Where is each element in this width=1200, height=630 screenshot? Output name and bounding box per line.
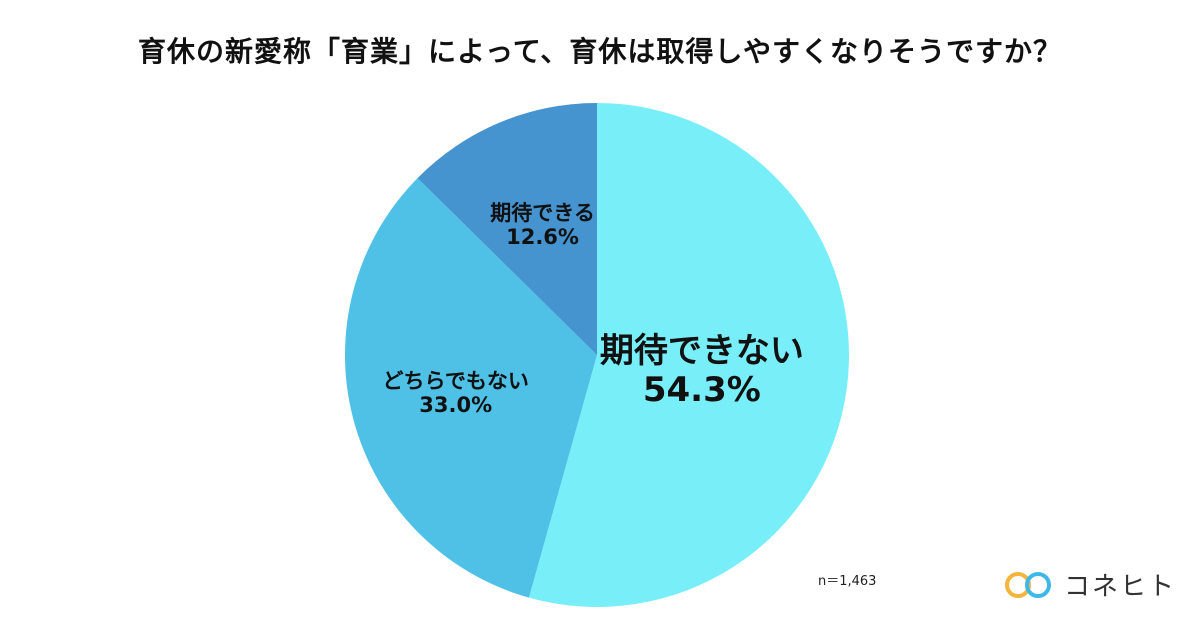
brand-logo: コネヒト (1002, 566, 1176, 603)
pie-slice (417, 103, 597, 355)
slice-value-label: 54.3% (643, 370, 761, 410)
chart-title: 育休の新愛称「育業」によって、育休は取得しやすくなりそうですか？ (137, 35, 1063, 68)
slice-label: どちらでもない (383, 369, 529, 393)
slice-label: 期待できない (600, 331, 804, 371)
brand-name: コネヒト (1064, 572, 1177, 602)
slice-value-label: 33.0% (419, 393, 492, 417)
slice-value-label: 12.6% (506, 225, 579, 249)
pie-slice (528, 103, 849, 607)
slice-label: 期待できる (490, 201, 595, 225)
brand-rings-icon (1005, 571, 1051, 598)
sample-size-note: n＝1,463 (818, 574, 877, 589)
pie-slice (344, 178, 597, 598)
